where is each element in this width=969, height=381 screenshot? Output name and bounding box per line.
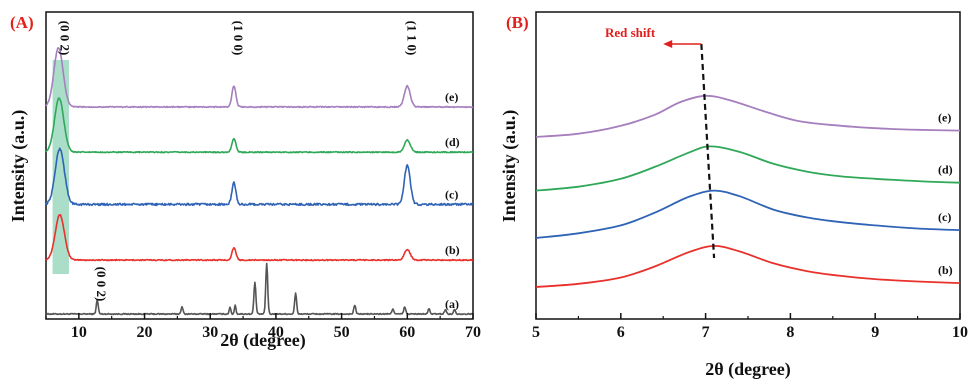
series-e-line [45, 47, 474, 109]
x-tick-label: 40 [268, 324, 284, 341]
series-label-d: (d) [938, 163, 953, 177]
x-tick-label: 7 [702, 324, 710, 341]
shift-dashed-line [700, 43, 716, 259]
panel-b-ylabel: Intensity (a.u.) [499, 110, 520, 223]
panel-b-label: (B) [506, 13, 529, 32]
series-c-line [45, 147, 474, 207]
series-label-c: (c) [445, 187, 458, 201]
series-d-line [45, 97, 474, 154]
peak-label: (1 1 0) [404, 21, 419, 56]
series-c-line [535, 189, 961, 239]
peak-label: (0 0 2) [57, 21, 72, 56]
panel-a-label: (A) [10, 13, 34, 32]
series-label-b: (b) [445, 243, 460, 257]
series-label-d: (d) [445, 135, 460, 149]
peak-label: (1 0 0) [231, 21, 246, 56]
series-label-a: (a) [445, 297, 459, 311]
red-shift-label: Red shift [605, 25, 656, 40]
series-label-b: (b) [938, 263, 953, 277]
x-tick-label: 10 [71, 324, 87, 341]
x-tick-label: 10 [952, 324, 968, 341]
x-tick-label: 6 [617, 324, 625, 341]
panel-b-frame [535, 11, 961, 320]
panel-b-xlabel: 2θ (degree) [705, 359, 791, 380]
series-label-c: (c) [938, 210, 951, 224]
red-shift-arrowhead [663, 40, 673, 48]
x-tick-label: 5 [532, 324, 540, 341]
x-tick-label: 70 [465, 324, 481, 341]
series-e-line [535, 94, 961, 138]
series-b-line [535, 244, 961, 288]
series-a-line [45, 262, 474, 316]
panel-a-ylabel: Intensity (a.u.) [8, 110, 29, 223]
panel-a-frame [45, 11, 474, 320]
series-label-e: (e) [938, 111, 951, 125]
panel-a-xlabel: 2θ (degree) [220, 330, 306, 351]
series-d-line [535, 145, 961, 192]
series-b-line [45, 214, 474, 262]
x-tick-label: 50 [334, 324, 350, 341]
x-tick-label: 60 [399, 324, 415, 341]
peak-label: (0 0 2) [94, 267, 109, 302]
x-tick-label: 8 [786, 324, 794, 341]
x-tick-label: 20 [137, 324, 153, 341]
x-tick-label: 9 [871, 324, 879, 341]
series-label-e: (e) [445, 90, 458, 104]
x-tick-label: 30 [202, 324, 218, 341]
